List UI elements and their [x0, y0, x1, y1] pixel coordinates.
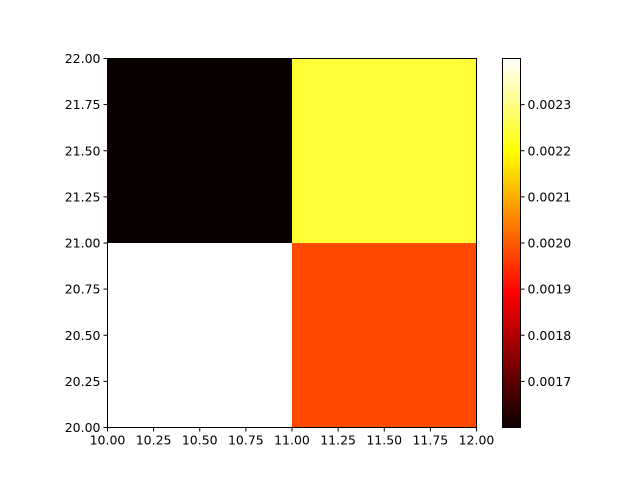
x-tick-label: 11.75 [412, 433, 448, 448]
y-tick-label: 21.00 [65, 236, 101, 251]
colorbar-tick-label: 0.0019 [528, 282, 572, 297]
x-tick-label: 12.00 [459, 433, 495, 448]
colorbar-ticks: 0.0017 0.0018 0.0019 0.0020 0.0021 0.0022 0.00… [520, 97, 572, 389]
y-tick-label: 21.25 [65, 189, 101, 204]
heatmap-cell-3 [292, 58, 477, 243]
y-tick-label: 20.50 [65, 328, 101, 343]
y-tick-label: 20.00 [65, 420, 101, 435]
colorbar: 0.0017 0.0018 0.0019 0.0020 0.0021 0.0022 0.00… [502, 58, 572, 428]
colorbar-tick-label: 0.0022 [528, 143, 572, 158]
y-tick-label: 21.50 [65, 143, 101, 158]
x-tick-label: 10.25 [136, 433, 172, 448]
colorbar-tick-label: 0.0018 [528, 328, 572, 343]
y-axis: 20.00 20.25 20.50 20.75 21.00 21.25 21.50 21.75… [65, 51, 108, 435]
x-tick-label: 11.25 [320, 433, 356, 448]
x-axis: 10.00 10.25 10.50 10.75 11.00 11.25 11.50 11.75… [90, 427, 495, 448]
heatmap-cell-2 [107, 58, 292, 243]
colorbar-gradient [502, 58, 521, 428]
heatmap-cell-0 [107, 243, 292, 428]
y-tick-label: 21.75 [65, 97, 101, 112]
y-tick-label: 20.75 [65, 282, 101, 297]
x-tick-label: 10.50 [182, 433, 218, 448]
heatmap-cell-1 [292, 243, 477, 428]
y-tick-label: 20.25 [65, 374, 101, 389]
x-tick-label: 11.00 [274, 433, 310, 448]
x-tick-label: 11.50 [366, 433, 402, 448]
colorbar-tick-label: 0.0021 [528, 189, 572, 204]
colorbar-tick-label: 0.0020 [528, 236, 572, 251]
y-tick-label: 22.00 [65, 51, 101, 66]
colorbar-tick-label: 0.0017 [528, 374, 572, 389]
x-tick-label: 10.00 [90, 433, 126, 448]
colorbar-tick-label: 0.0023 [528, 97, 572, 112]
heatmap-cells [107, 58, 477, 428]
x-tick-label: 10.75 [228, 433, 264, 448]
